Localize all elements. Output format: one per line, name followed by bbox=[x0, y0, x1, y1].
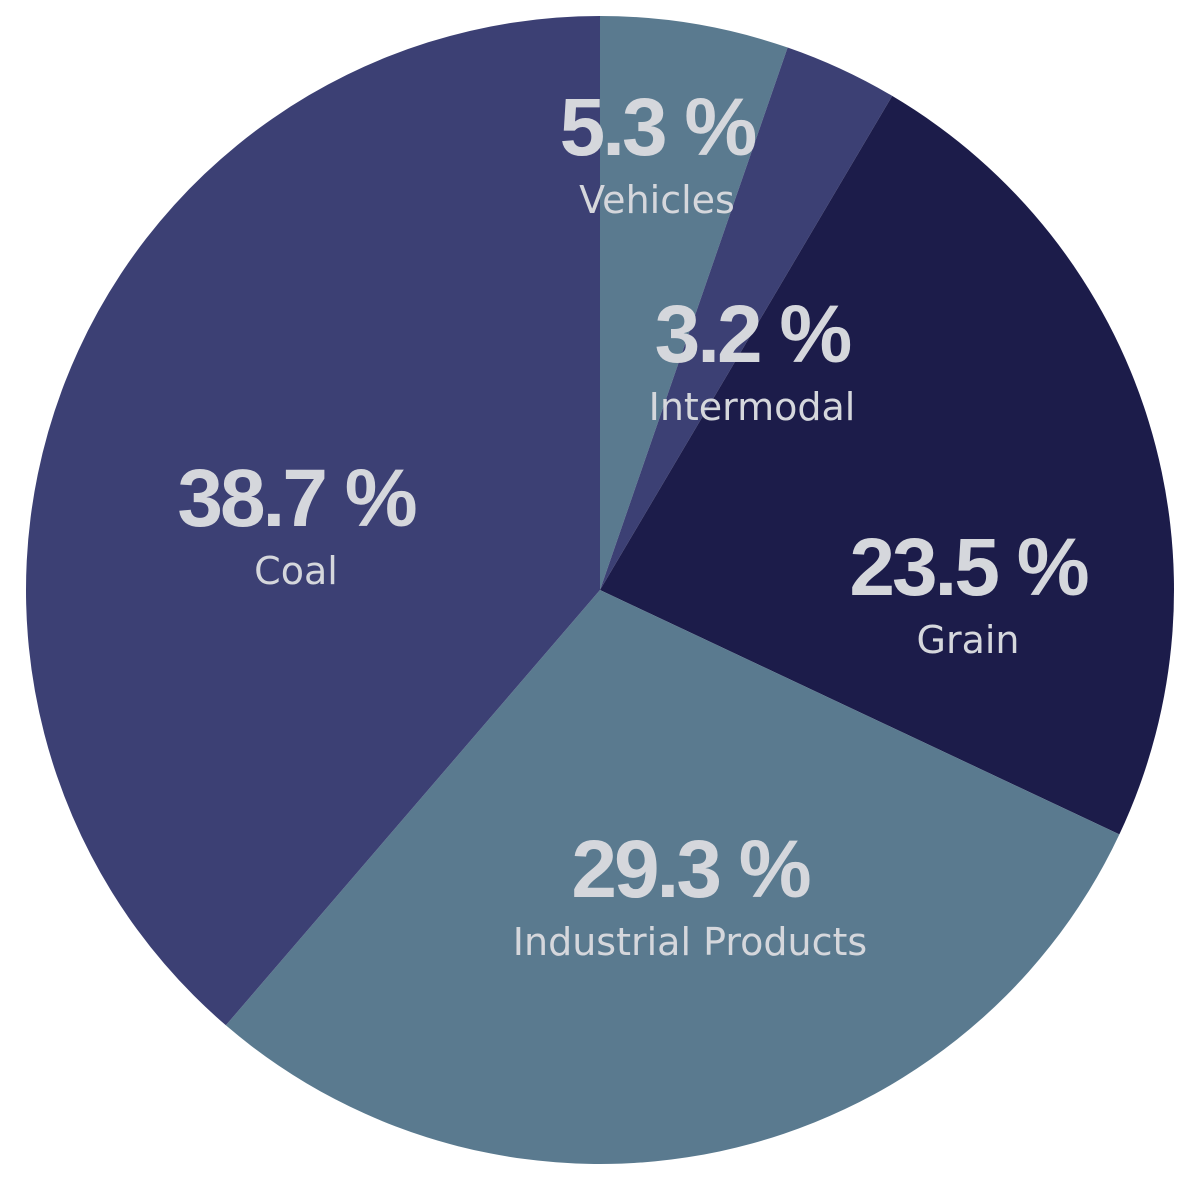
pie-slice-vehicles bbox=[600, 16, 788, 590]
slice-name-label-vehicles: Vehicles bbox=[579, 178, 735, 222]
slice-name-label-intermodal: Intermodal bbox=[649, 385, 856, 429]
slice-value-label-industrial-products: 29.3 % bbox=[571, 824, 809, 915]
slice-name-label-industrial-products: Industrial Products bbox=[513, 920, 867, 964]
pie-labels: 5.3 % Vehicles 3.2 % Intermodal 23.5 % Grain 2… bbox=[177, 82, 1090, 964]
slice-value-label-coal: 38.7 % bbox=[177, 453, 415, 544]
slice-name-label-coal: Coal bbox=[254, 549, 338, 593]
pie-slice-grain bbox=[600, 95, 1174, 835]
pie-slice-intermodal bbox=[600, 47, 893, 590]
pie-slice-coal bbox=[26, 16, 600, 1026]
slice-value-label-intermodal: 3.2 % bbox=[655, 289, 851, 380]
slice-name-label-grain: Grain bbox=[917, 618, 1020, 662]
slice-value-label-vehicles: 5.3 % bbox=[560, 82, 756, 173]
pie-slice-industrial-products bbox=[225, 590, 1120, 1164]
slice-value-label-grain: 23.5 % bbox=[849, 522, 1087, 613]
pie-slices bbox=[26, 16, 1174, 1164]
